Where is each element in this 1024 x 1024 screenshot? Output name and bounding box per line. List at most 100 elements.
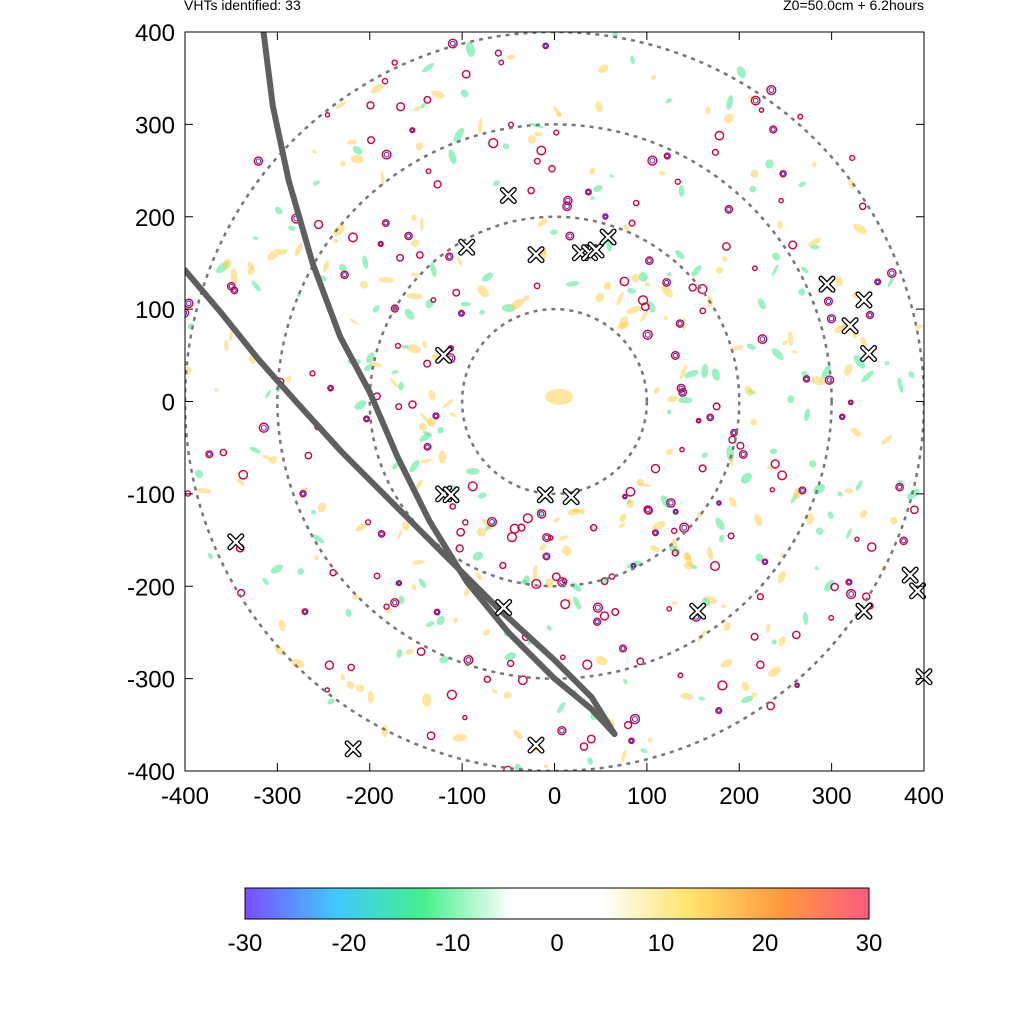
vorticity-contour (394, 342, 402, 350)
vorticity-contour-inner (673, 509, 678, 514)
field-blob (274, 206, 283, 215)
vht-marker-cross (528, 737, 544, 753)
vorticity-contour (698, 464, 707, 473)
field-blob (580, 507, 585, 515)
vorticity-contour (679, 446, 685, 453)
field-blob (355, 684, 365, 693)
field-blob (412, 106, 422, 112)
field-blob (449, 412, 457, 418)
vorticity-contour (494, 49, 502, 57)
vht-marker (855, 291, 873, 309)
vorticity-contour (854, 536, 860, 542)
vht-marker (435, 346, 453, 364)
vorticity-contour (423, 442, 432, 451)
vht-markers (227, 187, 933, 758)
vht-marker (599, 228, 617, 246)
field-blob (853, 354, 866, 369)
field-blob (400, 345, 409, 349)
field-blob (345, 608, 352, 617)
field-blob (640, 310, 648, 322)
vorticity-contour (711, 148, 720, 156)
vht-marker (536, 486, 554, 504)
vorticity-contour-inner (770, 127, 776, 132)
vorticity-contour (390, 304, 400, 313)
vht-marker-cross (501, 188, 516, 203)
field-blob (744, 385, 753, 397)
vorticity-contour (498, 59, 505, 66)
vht-marker-cross (459, 240, 474, 255)
vorticity-contour-inner (707, 415, 713, 420)
vorticity-contour (797, 113, 804, 120)
field-blob (711, 368, 721, 381)
vorticity-contour (499, 561, 507, 570)
vorticity-contour-inner (544, 554, 549, 559)
field-blob (665, 98, 672, 104)
field-blob (750, 692, 758, 698)
vorticity-contour (395, 102, 406, 112)
vorticity-contour-inner (433, 413, 439, 418)
vorticity-contour (456, 527, 466, 537)
y-tick-label: -200 (127, 574, 175, 601)
field-blob (663, 315, 669, 320)
level-time-label: Z0=50.0cm + 6.2hours (783, 0, 924, 13)
field-blob (587, 757, 593, 765)
field-blob (721, 256, 728, 262)
vht-marker-cross (436, 348, 451, 363)
vorticity-contour (542, 42, 550, 50)
vorticity-contour (395, 579, 403, 587)
field-blob (631, 273, 640, 283)
vorticity-contour-inner (185, 309, 188, 316)
vorticity-contour (547, 534, 554, 541)
vorticity-contour (536, 509, 547, 519)
field-blob (678, 185, 685, 197)
vorticity-contour-inner (664, 279, 670, 285)
track-line (260, 32, 618, 737)
vorticity-contour (517, 523, 526, 532)
storm-tracks (185, 32, 618, 737)
field-blob (504, 652, 517, 661)
field-blob (527, 135, 537, 144)
field-blob (889, 516, 898, 525)
vorticity-contour-inner (379, 531, 384, 537)
field-blob (229, 330, 233, 342)
vorticity-contour (396, 253, 405, 262)
field-blob (214, 388, 219, 392)
vht-marker-cross (819, 276, 835, 292)
field-blob (389, 377, 399, 388)
vorticity-contour (432, 412, 440, 420)
field-blob (477, 492, 487, 499)
vorticity-contour-inner (897, 484, 903, 490)
vorticity-contour (536, 145, 547, 156)
field-blob (609, 174, 614, 178)
colorbar-tick-label: 30 (856, 930, 883, 957)
vorticity-contour (561, 578, 568, 584)
field-blob (844, 488, 854, 494)
field-blob (814, 566, 819, 571)
vorticity-contour (895, 482, 904, 492)
field-blob (252, 236, 259, 240)
vorticity-contour-inner (795, 683, 799, 687)
field-blob (782, 340, 789, 346)
vht-marker (841, 317, 859, 335)
vorticity-contour-inner (538, 511, 545, 517)
field-blob (570, 582, 582, 592)
field-blob (411, 214, 417, 221)
vorticity-contour (628, 737, 635, 745)
field-blob (381, 725, 388, 738)
y-tick-label: 0 (162, 390, 175, 417)
vorticity-contour (531, 578, 542, 590)
vorticity-contour (390, 597, 400, 608)
field-blob (897, 377, 904, 393)
field-blob (626, 305, 642, 315)
field-blob (456, 256, 463, 266)
vht-marker-cross (563, 489, 579, 504)
vht-marker (527, 246, 545, 264)
vorticity-contour-inner (901, 538, 907, 544)
field-blob (327, 698, 335, 705)
field-blob (595, 101, 603, 113)
vorticity-contour-inner (302, 609, 308, 614)
field-blob (598, 64, 609, 74)
field-blob (418, 578, 427, 588)
field-blob (553, 517, 560, 523)
vht-marker-cross (528, 247, 544, 262)
